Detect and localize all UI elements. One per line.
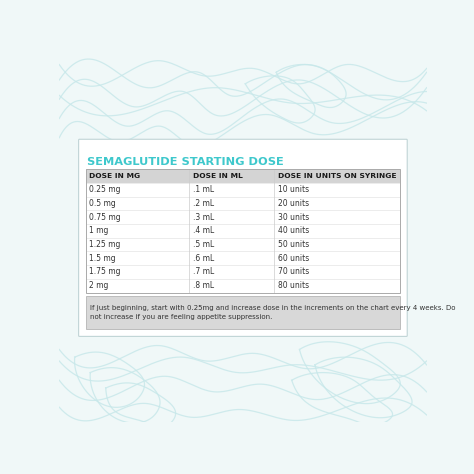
Text: .7 mL: .7 mL — [193, 267, 215, 276]
Text: .3 mL: .3 mL — [193, 213, 215, 222]
Text: .5 mL: .5 mL — [193, 240, 215, 249]
Text: 70 units: 70 units — [278, 267, 310, 276]
Text: .4 mL: .4 mL — [193, 227, 215, 236]
Text: 0.5 mg: 0.5 mg — [90, 199, 116, 208]
Text: DOSE IN MG: DOSE IN MG — [90, 173, 141, 179]
Text: .6 mL: .6 mL — [193, 254, 215, 263]
Text: 2 mg: 2 mg — [90, 281, 109, 290]
Text: .2 mL: .2 mL — [193, 199, 214, 208]
Text: 1.25 mg: 1.25 mg — [90, 240, 121, 249]
Text: .8 mL: .8 mL — [193, 281, 214, 290]
Bar — [86, 296, 400, 329]
Text: 1.75 mg: 1.75 mg — [90, 267, 121, 276]
Text: 30 units: 30 units — [278, 213, 310, 222]
Text: 50 units: 50 units — [278, 240, 310, 249]
Text: 0.25 mg: 0.25 mg — [90, 185, 121, 194]
Bar — [86, 238, 400, 251]
Text: 40 units: 40 units — [278, 227, 310, 236]
Bar — [86, 279, 400, 292]
Text: DOSE IN ML: DOSE IN ML — [193, 173, 243, 179]
FancyBboxPatch shape — [79, 139, 407, 337]
Text: If just beginning, start with 0.25mg and increase dose in the increments on the : If just beginning, start with 0.25mg and… — [90, 305, 456, 320]
Bar — [86, 169, 400, 292]
Bar — [86, 210, 400, 224]
Bar — [86, 197, 400, 210]
Text: SEMAGLUTIDE STARTING DOSE: SEMAGLUTIDE STARTING DOSE — [87, 157, 284, 167]
Text: DOSE IN UNITS ON SYRINGE: DOSE IN UNITS ON SYRINGE — [278, 173, 397, 179]
Text: 1 mg: 1 mg — [90, 227, 109, 236]
Bar — [86, 265, 400, 279]
Text: 60 units: 60 units — [278, 254, 310, 263]
Text: 0.75 mg: 0.75 mg — [90, 213, 121, 222]
Text: 10 units: 10 units — [278, 185, 310, 194]
Bar — [86, 251, 400, 265]
Text: .1 mL: .1 mL — [193, 185, 214, 194]
Text: 20 units: 20 units — [278, 199, 310, 208]
Bar — [86, 183, 400, 197]
Text: 1.5 mg: 1.5 mg — [90, 254, 116, 263]
Bar — [86, 169, 400, 183]
Text: 80 units: 80 units — [278, 281, 310, 290]
Bar — [86, 224, 400, 238]
